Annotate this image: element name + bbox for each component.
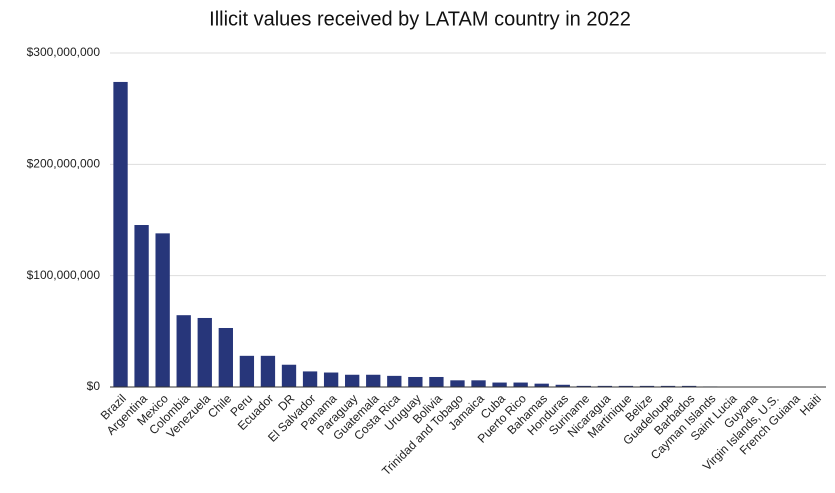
bar: [387, 375, 402, 387]
bar: [281, 364, 297, 387]
bar: [155, 233, 170, 387]
x-tick-label: Haiti: [797, 391, 824, 418]
bar: [492, 382, 507, 387]
bar: [134, 225, 149, 387]
bar: [471, 380, 486, 387]
bar: [260, 355, 276, 387]
bar: [302, 371, 318, 387]
bar: [323, 372, 339, 387]
bar: [639, 385, 655, 387]
bar: [366, 374, 381, 387]
bar: [534, 383, 549, 387]
bar: [345, 374, 360, 387]
bar: [239, 355, 255, 387]
bar: [450, 380, 465, 387]
bar: [597, 385, 613, 387]
bar: [576, 385, 591, 387]
bar: [113, 81, 128, 388]
y-tick-label: $100,000,000: [27, 268, 101, 282]
y-tick-label: $300,000,000: [27, 45, 101, 59]
y-tick-label: $200,000,000: [27, 157, 101, 171]
bar: [197, 317, 212, 387]
chart-title: Illicit values received by LATAM country…: [209, 8, 631, 30]
bar: [660, 385, 676, 387]
bar: [555, 384, 570, 387]
bar: [176, 315, 191, 387]
bar: [218, 327, 233, 387]
bar: [681, 385, 697, 387]
bar: [513, 382, 528, 387]
bar: [408, 376, 423, 387]
bar: [618, 385, 634, 387]
bar: [429, 376, 444, 387]
y-tick-label: $0: [87, 379, 101, 393]
